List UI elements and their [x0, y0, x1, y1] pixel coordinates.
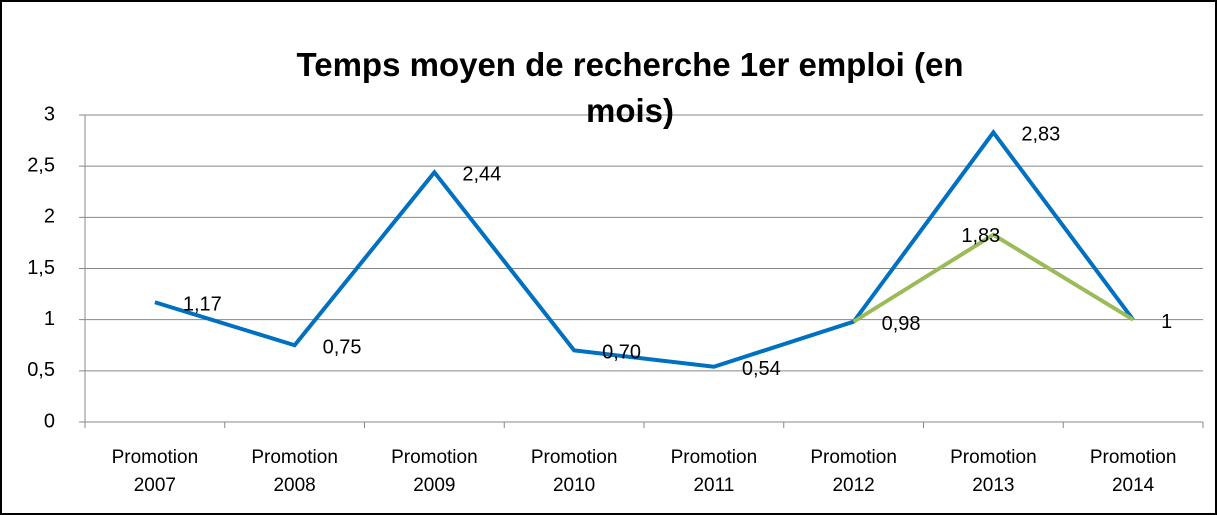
data-label: 0,54	[742, 358, 781, 380]
y-tick-label: 0	[44, 410, 55, 432]
series-line	[154, 129, 1135, 369]
data-label: 2,44	[462, 164, 501, 186]
x-tick-label: Promotion 2011	[670, 447, 758, 496]
data-label: 1	[1161, 311, 1172, 333]
chart-title: Temps moyen de recherche 1er emploi (en …	[296, 46, 964, 129]
x-tick-label: Promotion 2014	[1089, 447, 1177, 496]
y-tick-label: 2,5	[27, 154, 55, 176]
y-tick-label: 2	[44, 206, 55, 228]
x-tick-label: Promotion 2008	[251, 447, 338, 496]
series-line	[852, 232, 1135, 324]
data-label: 2,83	[1021, 124, 1060, 146]
data-label: 0,70	[602, 342, 641, 364]
data-label: 0,75	[323, 337, 362, 359]
y-tick-label: 0,5	[27, 359, 55, 381]
x-tick-label: Promotion 2010	[530, 447, 618, 496]
y-tick-label: 1	[44, 308, 55, 330]
x-tick-label: Promotion 2009	[391, 447, 478, 496]
x-tick-label: Promotion 2012	[810, 447, 897, 496]
y-tick-label: 3	[44, 103, 55, 125]
data-label: 0,98	[882, 313, 921, 335]
data-label: 1,17	[183, 294, 222, 316]
data-label: 1,83	[961, 225, 1000, 247]
y-tick-label: 1,5	[27, 257, 55, 279]
x-tick-label: Promotion 2013	[950, 447, 1037, 496]
x-tick-label: Promotion 2007	[111, 447, 199, 496]
